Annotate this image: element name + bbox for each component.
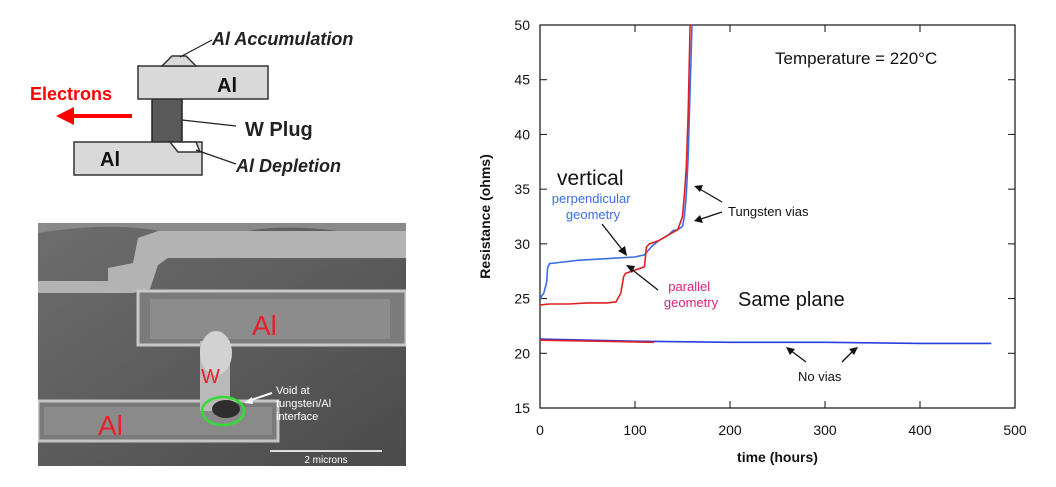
series-line-0 [539, 24, 693, 300]
accumulation-leader [179, 39, 213, 58]
x-tick-label: 400 [908, 422, 932, 438]
series-line-1 [539, 24, 691, 306]
no-vias-label: No vias [798, 369, 842, 384]
electrons-label: Electrons [30, 84, 112, 104]
series-line-3 [539, 339, 655, 344]
y-tick-label: 35 [514, 181, 530, 197]
y-tick-label: 45 [514, 72, 530, 88]
y-tick-label: 20 [514, 345, 530, 361]
via-schematic-diagram: Al Al Al Accumulation W Plug Al Depletio… [30, 29, 353, 176]
vertical-annotation: vertical [557, 167, 624, 190]
sem-micrograph: Al Al W Void at tungsten/Al interface 2 … [38, 223, 406, 466]
y-axis-label: Resistance (ohms) [477, 154, 493, 278]
x-tick-label: 100 [623, 422, 647, 438]
w-plug-label: W Plug [245, 119, 313, 141]
depletion-leader [195, 149, 237, 165]
void-label: Void at tungsten/Al interface [276, 385, 334, 423]
top-al-shape [137, 65, 269, 100]
x-tick-label: 300 [813, 422, 837, 438]
sem-al-bottom-label: Al [98, 410, 123, 441]
x-tick-label: 500 [1003, 422, 1027, 438]
sem-al-top-label: Al [252, 310, 277, 341]
accumulation-label: Al Accumulation [211, 29, 353, 49]
bottom-al-label: Al [100, 149, 120, 171]
no-vias-arrow-left [789, 349, 807, 363]
temperature-annotation: Temperature = 220°C [775, 49, 937, 68]
depletion-label: Al Depletion [235, 156, 341, 176]
y-tick-label: 25 [514, 291, 530, 307]
y-tick-label: 30 [514, 236, 530, 252]
tungsten-arrow-lower [697, 211, 723, 221]
parallel-arrow [629, 267, 659, 291]
y-tick-label: 40 [514, 126, 530, 142]
void-circle [200, 395, 246, 427]
scale-bar-label: 2 microns [304, 455, 347, 466]
plot-frame [539, 24, 1016, 409]
perpendicular-arrow [601, 223, 625, 253]
parallel-geometry-label: parallel geometry [664, 279, 719, 310]
y-tick-label: 15 [514, 400, 530, 416]
resistance-vs-time-chart: 0 100 200 300 400 500 15 20 25 30 35 40 45 50 time (ho… [477, 17, 1027, 465]
w-plug-shape [151, 98, 183, 143]
same-plane-annotation: Same plane [738, 289, 845, 311]
y-tick-label: 50 [514, 17, 530, 33]
electrons-arrowhead [56, 107, 74, 125]
sem-w-label: W [201, 366, 220, 388]
x-tick-label: 0 [536, 422, 544, 438]
accumulation-hillock [160, 55, 198, 67]
x-axis-label: time (hours) [737, 449, 818, 465]
tungsten-arrow-upper [697, 187, 723, 203]
top-al-label: Al [217, 75, 237, 97]
w-plug-leader [181, 119, 237, 127]
tungsten-vias-label: Tungsten vias [728, 204, 809, 219]
perpendicular-geometry-label: perpendicular geometry [552, 191, 634, 222]
x-tick-label: 200 [718, 422, 742, 438]
